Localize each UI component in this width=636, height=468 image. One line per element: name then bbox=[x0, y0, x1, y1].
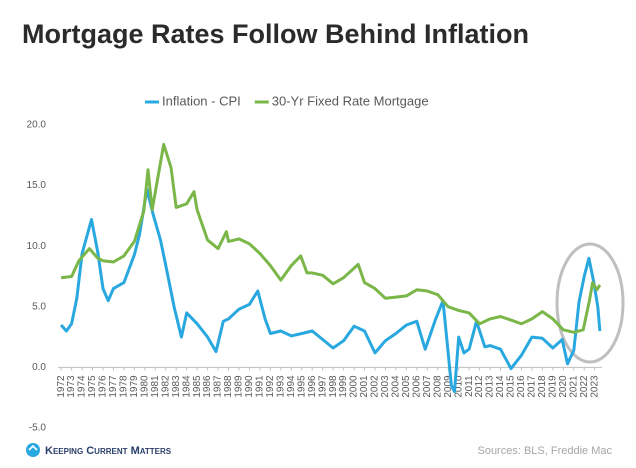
x-tick-label: 1993 bbox=[275, 375, 286, 398]
x-tick-label: 2013 bbox=[485, 375, 496, 398]
x-tick-label: 2021 bbox=[568, 375, 579, 398]
x-tick-label: 1975 bbox=[87, 375, 98, 398]
x-tick-label: 2020 bbox=[558, 375, 569, 398]
x-tick-label: 1974 bbox=[77, 375, 88, 398]
x-tick-label: 2016 bbox=[516, 375, 527, 398]
series-line bbox=[60, 142, 602, 334]
x-tick-label: 1994 bbox=[286, 375, 297, 398]
brand-name: Keeping Current Matters bbox=[45, 445, 172, 457]
x-tick-label: 2002 bbox=[370, 375, 381, 398]
highlight-circle bbox=[555, 242, 625, 364]
x-tick-label: 2011 bbox=[464, 375, 475, 397]
x-tick-label: 2014 bbox=[495, 375, 506, 398]
y-tick-label: 5.0 bbox=[32, 301, 46, 312]
x-tick-label: 2017 bbox=[527, 375, 538, 398]
brand-logo: Keeping Current Matters bbox=[26, 443, 172, 457]
y-tick-label: 0.0 bbox=[32, 362, 46, 373]
x-tick-label: 1980 bbox=[139, 375, 150, 398]
x-tick-label: 1995 bbox=[296, 375, 307, 398]
x-tick-label: 1989 bbox=[234, 375, 245, 398]
x-tick-label: 1979 bbox=[129, 375, 140, 398]
legend-label: Inflation - CPI bbox=[162, 93, 241, 108]
x-tick-label: 2000 bbox=[349, 375, 360, 398]
x-tick-label: 2001 bbox=[359, 375, 370, 398]
y-tick-label: 15.0 bbox=[27, 180, 47, 191]
x-tick-label: 2018 bbox=[537, 375, 548, 398]
x-tick-label: 2004 bbox=[391, 375, 402, 398]
x-tick-label: 1990 bbox=[244, 375, 255, 398]
x-tick-label: 2010 bbox=[453, 375, 464, 398]
legend-label: 30-Yr Fixed Rate Mortgage bbox=[272, 93, 429, 108]
y-tick-label: 10.0 bbox=[27, 241, 47, 252]
x-tick-label: 1983 bbox=[171, 375, 182, 398]
x-tick-label: 2012 bbox=[474, 375, 485, 398]
x-tick-label: 1978 bbox=[119, 375, 130, 398]
x-tick-label: 1977 bbox=[108, 375, 119, 398]
x-tick-label: 2006 bbox=[411, 375, 422, 398]
legend: Inflation - CPI 30-Yr Fixed Rate Mortgage bbox=[145, 93, 429, 108]
x-tick-label: 1972 bbox=[56, 375, 67, 398]
x-tick-label: 2009 bbox=[443, 375, 454, 398]
x-tick-label: 1998 bbox=[328, 375, 339, 398]
x-tick-label: 2019 bbox=[547, 375, 558, 398]
x-tick-label: 2022 bbox=[579, 375, 590, 398]
x-tick-label: 2008 bbox=[432, 375, 443, 398]
x-tick-label: 1987 bbox=[213, 375, 224, 398]
x-tick-label: 1985 bbox=[192, 375, 203, 398]
x-tick-label: 1976 bbox=[98, 375, 109, 398]
y-tick-label: -5.0 bbox=[29, 423, 47, 434]
y-tick-label: 20.0 bbox=[27, 120, 47, 131]
x-tick-label: 1991 bbox=[255, 375, 266, 398]
x-tick-label: 1997 bbox=[317, 375, 328, 398]
x-tick-label: 1982 bbox=[160, 375, 171, 398]
x-tick-label: 2005 bbox=[401, 375, 412, 398]
x-tick-label: 2023 bbox=[589, 375, 600, 398]
x-tick-label: 2015 bbox=[506, 375, 517, 398]
series-line bbox=[59, 187, 602, 394]
x-tick-label: 1996 bbox=[307, 375, 318, 398]
x-tick-label: 1988 bbox=[223, 375, 234, 398]
x-tick-label: 1986 bbox=[202, 375, 213, 398]
x-tick-label: 1984 bbox=[181, 375, 192, 398]
x-tick-label: 1973 bbox=[66, 375, 77, 398]
x-tick-label: 2003 bbox=[380, 375, 391, 398]
source: Sources: BLS, Freddie Mac bbox=[477, 445, 612, 457]
x-tick-label: 1992 bbox=[265, 375, 276, 398]
x-tick-label: 1981 bbox=[150, 375, 161, 398]
x-tick-label: 2007 bbox=[422, 375, 433, 398]
chart-title: Mortgage Rates Follow Behind Inflation bbox=[22, 19, 529, 49]
x-tick-label: 1999 bbox=[338, 375, 349, 398]
